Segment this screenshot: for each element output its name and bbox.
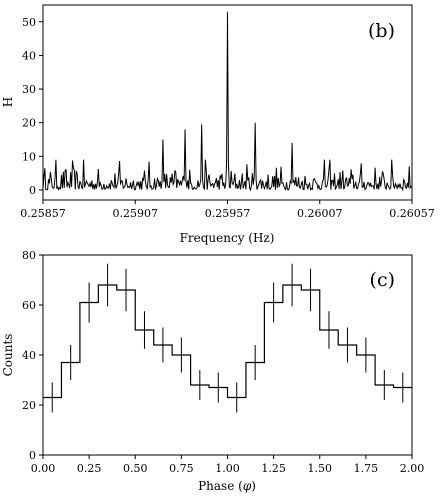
panel-b-x-axis-label: Frequency (Hz) [180,231,275,245]
panel-b-x-tick-label: 0.26007 [297,207,343,220]
panel-b-y-tick-label: 50 [22,16,36,29]
panel-c-x-tick-label: 1.25 [261,462,286,475]
panel-b-x-tick-label: 0.25907 [113,207,159,220]
panel-c-y-tick-label: 60 [22,299,36,312]
panel-b-y-axis-label: H [1,97,15,107]
panel-c-x-axis-label-close: ) [251,479,256,493]
panel-c-y-ticks: 0 20 40 60 80 [22,249,43,462]
panel-b-x-ticks: 0.25857 0.25907 0.25957 0.26007 0.26057 [20,200,435,220]
panel-b-label: (b) [368,20,395,42]
panel-c-y-tick-label: 0 [29,449,36,462]
panel-b-chart: 0.25857 0.25907 0.25957 0.26007 0.26057 0 10 2… [1,4,435,245]
panel-c-y-tick-label: 40 [22,349,36,362]
panel-c-x-axis-label-symbol: φ [243,479,252,493]
panel-c-x-axis-label: Phase (φ) [198,479,256,493]
panel-c-x-axis-label-text: Phase ( [198,479,243,493]
panel-b-y-tick-label: 20 [22,117,36,130]
panel-c-x-tick-label: 0.00 [31,462,56,475]
panel-c-y-tick-label: 80 [22,249,36,262]
panel-c-y-axis-label: Counts [1,334,15,377]
panel-b-x-tick-label: 0.26057 [389,207,435,220]
panel-c-x-ticks: 0.00 0.25 0.50 0.75 1.00 1.25 1.50 1.75 2.00 [31,455,425,475]
panel-c-x-tick-label: 0.25 [77,462,102,475]
panel-c-error-bars [51,263,404,413]
panel-b-y-tick-label: 30 [22,83,36,96]
panel-c-step-line [43,284,412,399]
panel-b-y-tick-label: 0 [29,184,36,197]
panel-b-y-ticks: 0 10 20 30 40 50 [22,16,43,197]
panel-c-x-tick-label: 1.00 [215,462,240,475]
panel-c-chart: 0.00 0.25 0.50 0.75 1.00 1.25 1.50 1.75 2.00 0 20… [1,249,424,493]
panel-b-y-tick-label: 40 [22,49,36,62]
panel-c-y-tick-label: 20 [22,399,36,412]
panel-b-y-tick-label: 10 [22,150,36,163]
panel-c-x-tick-label: 0.50 [123,462,148,475]
panel-b-x-tick-label: 0.25957 [205,207,251,220]
panel-c-x-tick-label: 0.75 [169,462,194,475]
panel-c-x-tick-label: 2.00 [400,462,425,475]
panel-c-x-tick-label: 1.75 [354,462,379,475]
panel-c-label: (c) [370,269,395,291]
panel-b-x-tick-label: 0.25857 [20,207,66,220]
panel-c-x-tick-label: 1.50 [308,462,333,475]
panel-b-power-curve [42,11,413,192]
